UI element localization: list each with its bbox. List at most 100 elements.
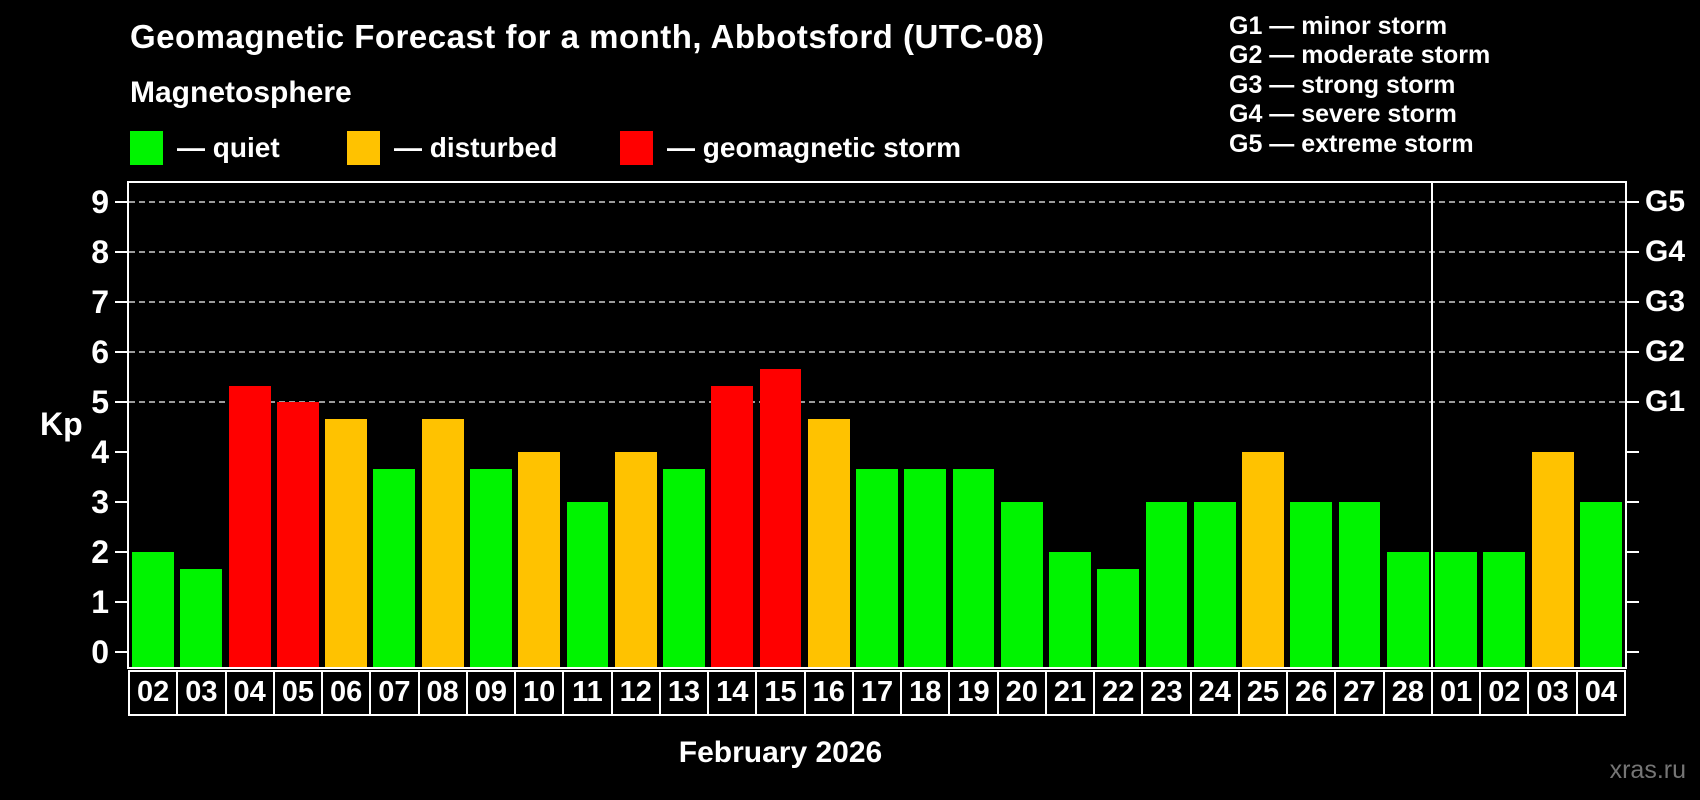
kp-bar-day-12 <box>614 452 657 667</box>
day-cell-feb-11: 11 <box>562 670 613 716</box>
quiet-swatch-icon <box>130 131 163 165</box>
kp-bar-day-21 <box>1049 552 1091 667</box>
plot-area: 0 1 2 3 4 5 6 7 8 9 G1 G2 G3 G4 G5 <box>91 183 1685 668</box>
right-axis-label-G1: G1 <box>1645 385 1686 418</box>
y-axis-label-1: 1 <box>91 584 109 620</box>
y-axis-tick-1 <box>115 601 127 603</box>
kp-bar-day-11 <box>566 502 609 667</box>
y-axis-tick-3 <box>115 501 127 503</box>
g-legend-line-1: G1 — minor storm <box>1229 12 1448 40</box>
day-cell-feb-20: 20 <box>996 670 1047 716</box>
day-cell-feb-05: 05 <box>272 670 324 716</box>
day-cell-feb-24: 24 <box>1189 670 1240 716</box>
y-axis-title: Kp <box>40 406 83 442</box>
y-axis-tick-6 <box>115 351 127 353</box>
day-cell-feb-28: 28 <box>1382 670 1433 716</box>
right-axis-tick-6 <box>1627 351 1639 353</box>
kp-bar-day-06 <box>325 418 368 667</box>
day-cell-feb-07: 07 <box>369 670 420 716</box>
day-cell-feb-02: 02 <box>128 670 179 716</box>
day-cell-feb-08: 08 <box>417 670 468 716</box>
day-cell-feb-03: 03 <box>176 670 227 716</box>
x-axis-day-labels: 02 03 04 05 06 07 08 09 10 11 12 13 14 15 16 17 18 19 20 21… <box>128 670 1626 716</box>
day-cell-feb-18: 18 <box>900 670 951 716</box>
disturbed-swatch-icon <box>347 131 380 165</box>
legend-label-disturbed: — disturbed <box>394 132 558 163</box>
right-axis-tick-9 <box>1627 201 1639 203</box>
kp-bar-day-08 <box>421 418 464 667</box>
kp-bar-day-15 <box>759 368 802 667</box>
right-axis-tick-3 <box>1627 501 1639 503</box>
y-axis-tick-7 <box>115 301 127 303</box>
kp-bar-day-02 <box>132 552 175 667</box>
kp-bar-day-14 <box>711 385 754 667</box>
right-axis-tick-2 <box>1627 551 1639 553</box>
g-legend-line-5: G5 — extreme storm <box>1229 129 1474 158</box>
kp-bar-day-24 <box>1193 502 1236 667</box>
day-cell-mar-03: 03 <box>1527 670 1578 716</box>
day-cell-feb-09: 09 <box>465 670 517 716</box>
kp-bar-day-05 <box>276 402 319 667</box>
legend-label-quiet: — quiet <box>177 132 280 163</box>
y-axis-tick-5 <box>115 401 127 403</box>
kp-bar-day-23 <box>1145 502 1188 667</box>
day-cell-feb-22: 22 <box>1093 670 1144 716</box>
y-axis-label-6: 6 <box>91 334 109 370</box>
day-cell-feb-23: 23 <box>1141 670 1192 716</box>
day-cell-feb-26: 26 <box>1286 670 1337 716</box>
gridline-kp8 <box>129 251 1625 253</box>
g-legend-line-2: G2 — moderate storm <box>1229 41 1491 70</box>
chart-subtitle: Magnetosphere <box>130 76 352 109</box>
right-axis-label-G2: G2 <box>1645 335 1686 368</box>
kp-bar-day-04 <box>1579 502 1622 667</box>
gridline-kp9 <box>129 201 1625 203</box>
y-axis-label-0: 0 <box>91 634 109 670</box>
kp-bar-day-09 <box>470 468 512 667</box>
y-axis-tick-8 <box>115 251 127 253</box>
y-axis-tick-9 <box>115 201 127 203</box>
day-cell-feb-10: 10 <box>514 670 565 716</box>
storm-scale-legend: G1 — minor storm G2 — moderate storm G3 — … <box>1229 12 1490 159</box>
kp-bar-day-04 <box>228 385 271 667</box>
y-axis-label-3: 3 <box>91 484 109 520</box>
right-axis-label-G4: G4 <box>1645 235 1686 268</box>
right-axis-label-G5: G5 <box>1645 185 1686 218</box>
kp-bar-day-20 <box>1000 502 1043 667</box>
day-cell-feb-14: 14 <box>707 670 758 716</box>
page-title: Geomagnetic Forecast for a month, Abbots… <box>130 18 1045 55</box>
kp-bar-day-26 <box>1290 502 1333 667</box>
kp-bar-day-01 <box>1435 552 1477 667</box>
kp-bar-day-03 <box>1531 452 1574 667</box>
kp-bar-day-16 <box>807 418 850 667</box>
y-axis-label-7: 7 <box>91 284 109 320</box>
day-cell-feb-06: 06 <box>321 670 372 716</box>
kp-bar-day-28 <box>1386 552 1429 667</box>
month-caption: February 2026 <box>678 736 883 769</box>
right-axis-tick-4 <box>1627 451 1639 453</box>
right-axis-tick-0 <box>1627 651 1639 653</box>
legend-label-storm: — geomagnetic storm <box>667 132 962 163</box>
y-axis-tick-4 <box>115 451 127 453</box>
kp-bar-day-27 <box>1338 502 1381 667</box>
day-cell-feb-16: 16 <box>803 670 854 716</box>
gridline-kp5 <box>129 401 1625 403</box>
y-axis-label-8: 8 <box>91 234 109 270</box>
legend-item-quiet: — quiet <box>130 131 280 165</box>
day-cell-feb-27: 27 <box>1334 670 1385 716</box>
kp-bar-day-19 <box>952 468 995 667</box>
day-cell-feb-12: 12 <box>610 670 661 716</box>
gridline-kp7 <box>129 301 1625 303</box>
kp-bar-day-02 <box>1483 552 1526 667</box>
y-axis-tick-2 <box>115 551 127 553</box>
g-legend-line-4: G4 — severe storm <box>1229 100 1457 129</box>
legend-item-storm: — geomagnetic storm <box>620 131 961 165</box>
kp-bar-day-13 <box>663 468 705 667</box>
day-cell-feb-25: 25 <box>1237 670 1289 716</box>
legend-item-disturbed: — disturbed <box>347 131 557 165</box>
right-axis-tick-8 <box>1627 251 1639 253</box>
kp-bar-day-03 <box>180 568 223 667</box>
right-axis-tick-7 <box>1627 301 1639 303</box>
watermark: xras.ru <box>1609 756 1686 784</box>
y-axis-tick-0 <box>115 651 127 653</box>
